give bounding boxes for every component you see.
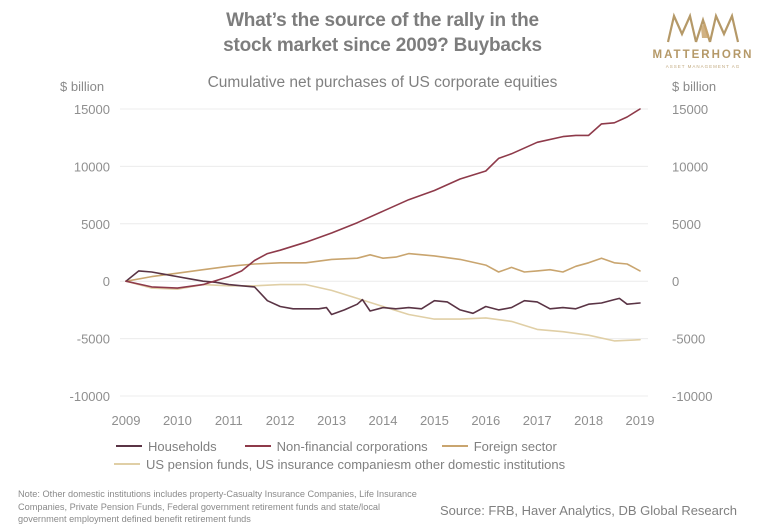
y-tick-label-right: -5000 xyxy=(672,332,705,347)
left-y-ticks: -10000 -5000 0 5000 10000 15000 xyxy=(70,102,110,404)
legend-label-non-financial-corporations: Non-financial corporations xyxy=(276,438,428,454)
y-tick-label-right: 15000 xyxy=(672,102,708,117)
x-tick-label: 2018 xyxy=(574,413,603,428)
legend-item-non-financial-corporations: Non-financial corporations xyxy=(244,438,428,454)
legend-label-domestic-institutions: US pension funds, US insurance companies… xyxy=(146,456,566,472)
series-line-non-financial-corporations xyxy=(125,108,641,289)
x-tick-label: 2014 xyxy=(369,413,398,428)
legend-item-foreign-sector: Foreign sector xyxy=(441,438,557,454)
y-tick-label-right: 5000 xyxy=(672,217,701,232)
legend-swatch-foreign-sector xyxy=(441,445,468,447)
logo-tagline: ASSET MANAGEMENT AG xyxy=(665,64,741,69)
footnote: Note: Other domestic institutions includ… xyxy=(18,489,417,524)
x-tick-label: 2009 xyxy=(112,413,141,428)
series-lines xyxy=(125,108,641,342)
legend-swatch-domestic-institutions xyxy=(114,463,140,465)
legend-item-households: Households xyxy=(116,439,217,454)
series-line-us-pension-funds-us-insurance-companiesm-other-domestic-institutions xyxy=(125,280,641,342)
logo-brand-name: MATTERHORN xyxy=(652,49,754,61)
gridlines xyxy=(120,108,648,397)
mountain-logo-icon xyxy=(666,12,740,43)
y-tick-label-left: -5000 xyxy=(77,332,110,347)
y-tick-label-left: 15000 xyxy=(74,102,110,117)
legend-swatch-non-financial-corporations xyxy=(244,445,271,447)
chart-legend: Households Non-financial corporations Fo… xyxy=(74,437,579,473)
series-line-foreign-sector xyxy=(125,252,641,283)
right-axis-unit: $ billion xyxy=(672,79,717,94)
y-tick-label-left: 5000 xyxy=(81,217,110,232)
right-y-ticks: -10000 -5000 0 5000 10000 15000 xyxy=(672,102,712,404)
legend-item-domestic-institutions: US pension funds, US insurance companies… xyxy=(114,457,565,472)
chart-title: What’s the source of the rally in the st… xyxy=(0,8,765,58)
x-tick-label: 2019 xyxy=(626,413,655,428)
chart-title-line-1: What’s the source of the rally in the xyxy=(226,10,539,31)
x-tick-label: 2011 xyxy=(215,413,243,428)
x-tick-label: 2017 xyxy=(523,413,552,428)
series-line-households xyxy=(125,270,641,316)
x-tick-label: 2013 xyxy=(317,413,346,428)
left-axis-unit: $ billion xyxy=(60,79,105,94)
x-tick-label: 2010 xyxy=(163,413,192,428)
y-tick-label-left: 10000 xyxy=(74,159,110,174)
y-tick-label-right: -10000 xyxy=(672,389,712,404)
x-tick-label: 2012 xyxy=(266,413,295,428)
legend-row-1: Households Non-financial corporations Fo… xyxy=(116,437,579,455)
x-tick-label: 2015 xyxy=(420,413,449,428)
y-tick-label-right: 0 xyxy=(672,274,679,289)
legend-row-2: US pension funds, US insurance companies… xyxy=(114,455,579,473)
legend-swatch-households xyxy=(116,445,142,447)
source-credit: Source: FRB, Haver Analytics, DB Global … xyxy=(440,503,737,518)
legend-label-households: Households xyxy=(148,438,217,454)
chart-title-line-2: stock market since 2009? Buybacks xyxy=(223,35,542,56)
y-tick-label-right: 10000 xyxy=(672,159,708,174)
y-tick-label-left: -10000 xyxy=(70,389,110,404)
matterhorn-logo: MATTERHORN ASSET MANAGEMENT AG xyxy=(648,8,758,69)
chart-subtitle: Cumulative net purchases of US corporate… xyxy=(207,74,558,91)
x-ticks: 2009 2010 2011 2012 2013 2014 2015 2016 2017 2018… xyxy=(112,413,655,428)
legend-label-foreign-sector: Foreign sector xyxy=(473,438,557,454)
y-tick-label-left: 0 xyxy=(103,274,110,289)
x-tick-label: 2016 xyxy=(471,413,500,428)
